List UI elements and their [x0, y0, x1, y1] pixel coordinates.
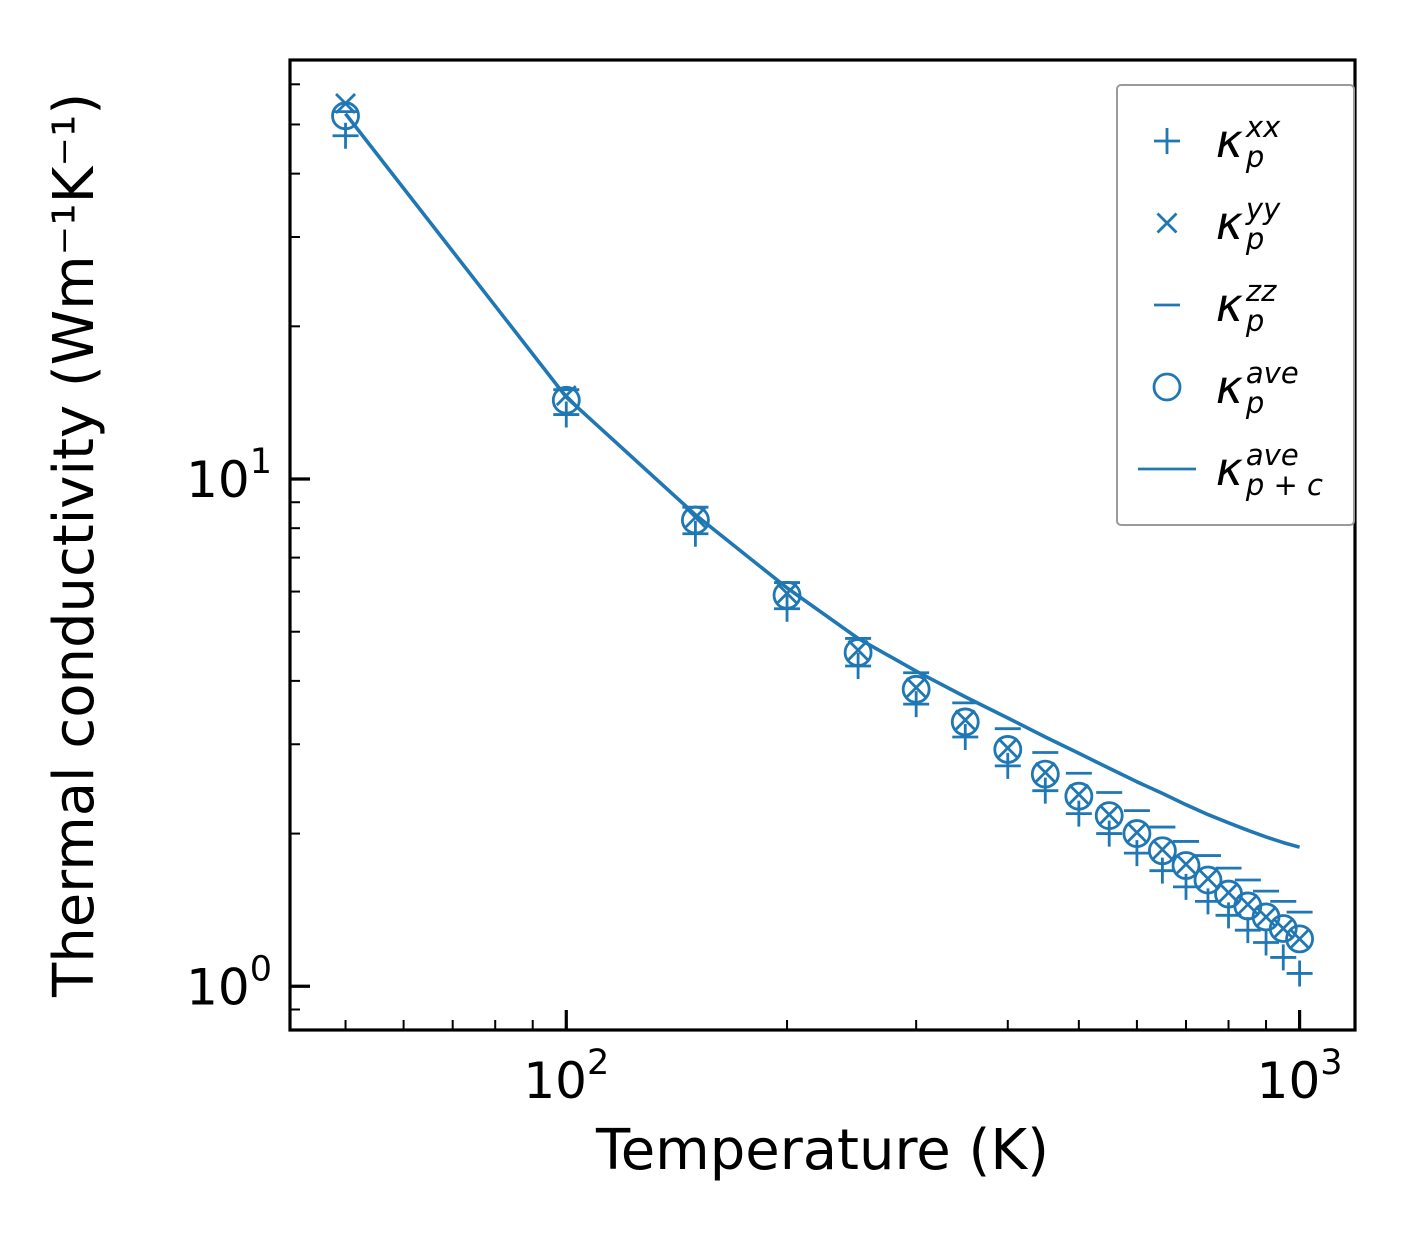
scatter-point-x	[684, 506, 706, 528]
scatter-point-x	[776, 582, 798, 604]
scatter-point-circle	[1064, 781, 1094, 811]
scatter-point-x	[905, 677, 927, 699]
x-marker-icon	[1156, 212, 1178, 234]
scatter-point-plus	[1234, 917, 1261, 944]
scatter-point-plus	[1149, 857, 1176, 884]
x-tick-label: 103	[1257, 1043, 1343, 1110]
y-tick-label: 100	[186, 949, 272, 1016]
scatter-point-x	[1098, 804, 1120, 826]
legend-label-kappa-p-xx: κ xx p	[1215, 110, 1281, 174]
scatter-point-plus	[1253, 929, 1280, 956]
legend-item-kappa-p-yy: κ yy p	[1134, 182, 1323, 264]
scatter-point-x	[1034, 761, 1056, 783]
scatter-point-circle	[901, 674, 931, 704]
scatter-point-circle	[1030, 759, 1060, 789]
scatter-point-circle	[843, 638, 873, 667]
scatter-point-plus	[1032, 777, 1059, 804]
scatter-point-plus	[1270, 944, 1297, 971]
scatter-point-circle	[950, 707, 980, 737]
scatter-point-x	[1126, 821, 1148, 843]
scatter-point-x	[1175, 853, 1197, 875]
scatter-point-circle	[1148, 836, 1177, 866]
scatter-point-plus	[1096, 820, 1123, 847]
x-axis-label: Temperature (K)	[596, 1118, 1049, 1183]
legend-label-kappa-p-yy: κ yy p	[1215, 192, 1281, 256]
circle-marker-icon	[1152, 372, 1182, 402]
line-marker-icon	[1137, 467, 1196, 471]
hline-marker-icon	[1153, 303, 1180, 307]
legend-item-kappa-p-zz: κ zz p	[1134, 264, 1323, 346]
plot-border	[288, 58, 1357, 1032]
scatter-point-x	[847, 639, 869, 661]
scatter-point-circle	[1171, 851, 1201, 880]
scatter-point-circle	[551, 385, 581, 415]
scatter-point-plus	[903, 691, 930, 718]
legend-item-kappa-p-xx: κ xx p	[1134, 100, 1323, 182]
scatter-point-plus	[994, 752, 1021, 779]
legend: κ xx p κ yy p κ zz p κ ave p κ ave p + c	[1115, 84, 1355, 526]
scatter-point-circle	[1152, 372, 1182, 402]
plus-marker-icon	[1153, 128, 1180, 154]
scatter-point-circle	[1285, 924, 1314, 954]
scatter-point-circle	[1122, 819, 1152, 848]
scatter-point-circle	[1193, 865, 1223, 895]
scatter-point-circle	[1094, 801, 1124, 831]
scatter-point-circle	[331, 101, 360, 131]
scatter-point-x	[1151, 839, 1173, 861]
scatter-point-circle	[993, 735, 1023, 764]
scatter-point-circle	[681, 505, 710, 535]
x-tick-label: 102	[523, 1043, 609, 1110]
series-kappa-p-ave	[331, 101, 1314, 954]
series-kappa-p-xx	[332, 122, 1313, 987]
y-axis-label: Thermal conductivity (Wm⁻¹K⁻¹)	[42, 92, 107, 998]
scatter-point-x	[954, 709, 976, 731]
legend-label-kappa-p-plus-c-ave: κ ave p + c	[1215, 438, 1323, 502]
scatter-point-plus	[952, 724, 979, 751]
scatter-point-plus	[1123, 840, 1150, 867]
scatter-point-x	[1156, 212, 1178, 234]
scatter-point-x	[997, 737, 1019, 759]
legend-label-kappa-p-ave: κ ave p	[1215, 356, 1299, 420]
y-tick-label: 101	[186, 442, 272, 509]
scatter-point-plus	[1286, 960, 1313, 987]
scatter-point-x	[1068, 783, 1090, 805]
scatter-point-x	[1197, 868, 1219, 890]
series-kappa-p-yy	[335, 92, 1311, 950]
scatter-point-x	[1289, 928, 1311, 950]
scatter-point-x	[1218, 882, 1240, 904]
scatter-point-circle	[772, 580, 802, 610]
legend-label-kappa-p-zz: κ zz p	[1215, 274, 1277, 338]
series-kappa-p-zz	[332, 110, 1313, 914]
legend-item-kappa-p-plus-c-ave: κ ave p + c	[1134, 428, 1323, 510]
scatter-point-plus	[332, 122, 359, 149]
scatter-point-plus	[1153, 128, 1180, 154]
legend-item-kappa-p-ave: κ ave p	[1134, 346, 1323, 428]
scatter-point-circle	[1268, 914, 1298, 943]
scatter-point-plus	[1065, 800, 1092, 827]
